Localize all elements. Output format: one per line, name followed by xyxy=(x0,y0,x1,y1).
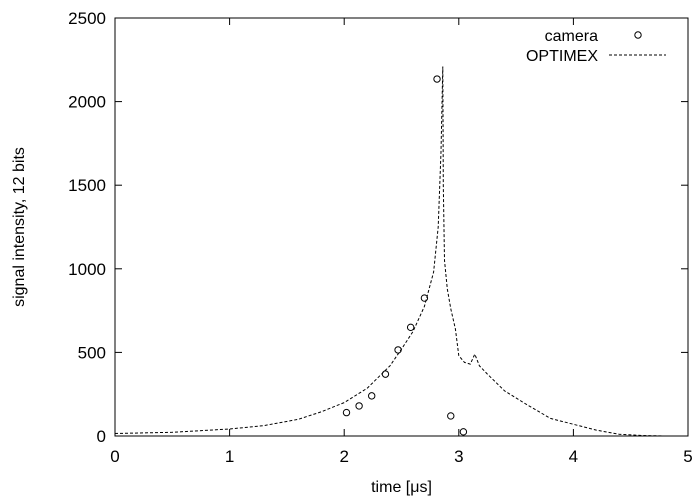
x-tick-label: 3 xyxy=(454,447,463,466)
x-tick-label: 4 xyxy=(569,447,578,466)
optimex-line xyxy=(114,66,666,437)
y-tick-label: 500 xyxy=(78,343,106,362)
x-axis-title: time [μs] xyxy=(371,479,432,496)
camera-point xyxy=(394,346,402,354)
camera-point xyxy=(447,412,455,420)
y-tick-label: 1000 xyxy=(68,260,106,279)
camera-point xyxy=(459,428,468,436)
x-tick-label: 5 xyxy=(683,447,692,466)
y-tick-label: 2000 xyxy=(68,93,106,112)
camera-point xyxy=(406,323,415,332)
camera-point xyxy=(381,370,390,378)
camera-point xyxy=(433,75,441,83)
x-tick-label: 0 xyxy=(110,447,119,466)
series-layer xyxy=(114,66,666,437)
plot-frame xyxy=(114,17,689,437)
camera-point xyxy=(420,294,429,302)
legend-marker-camera xyxy=(634,31,642,39)
y-tick-label: 2500 xyxy=(68,9,106,28)
camera-point xyxy=(368,392,376,400)
tick-labels: 0 1 2 3 4 5 0 500 1000 1500 2000 2500 xyxy=(68,9,693,466)
camera-point xyxy=(342,408,351,417)
plot-border xyxy=(114,17,689,437)
y-tick-label: 0 xyxy=(97,427,106,446)
y-tick-label: 1500 xyxy=(68,176,106,195)
y-axis-title: signal intensity, 12 bits xyxy=(11,147,28,307)
legend-label-optimex: OPTIMEX xyxy=(526,48,598,65)
legend-label-camera: camera xyxy=(545,28,598,45)
camera-point xyxy=(355,402,363,410)
x-tick-label: 1 xyxy=(225,447,234,466)
x-tick-label: 2 xyxy=(339,447,348,466)
axis-ticks xyxy=(114,17,689,437)
legend: camera OPTIMEX xyxy=(526,28,666,65)
